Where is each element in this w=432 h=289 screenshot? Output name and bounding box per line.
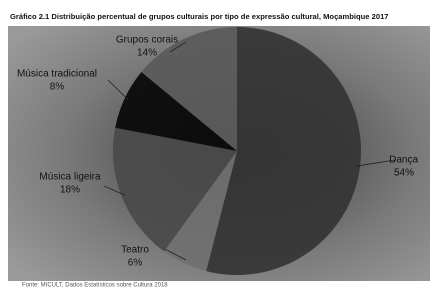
source-note: Fonte: MICULT, Dados Estatísticos sobre … (22, 283, 168, 289)
slice-label: Dança (389, 155, 418, 166)
slice-value-label: 8% (50, 82, 65, 93)
slice-label: Teatro (121, 245, 149, 256)
slice-value-label: 54% (394, 168, 414, 179)
page: Gráfico 2.1 Distribuição percentual de g… (0, 0, 432, 289)
slice-value-label: 6% (128, 258, 143, 269)
chart-title: Gráfico 2.1 Distribuição percentual de g… (10, 12, 389, 21)
slice-value-label: 18% (60, 185, 80, 196)
slice-label: Música ligeira (39, 172, 101, 183)
slice-label: Música tradicional (17, 69, 97, 80)
slice-label: Grupos corais (116, 35, 178, 46)
chart: Gráfico 2.1 Distribuição percentual de g… (0, 0, 432, 289)
slice-value-label: 14% (137, 48, 157, 59)
